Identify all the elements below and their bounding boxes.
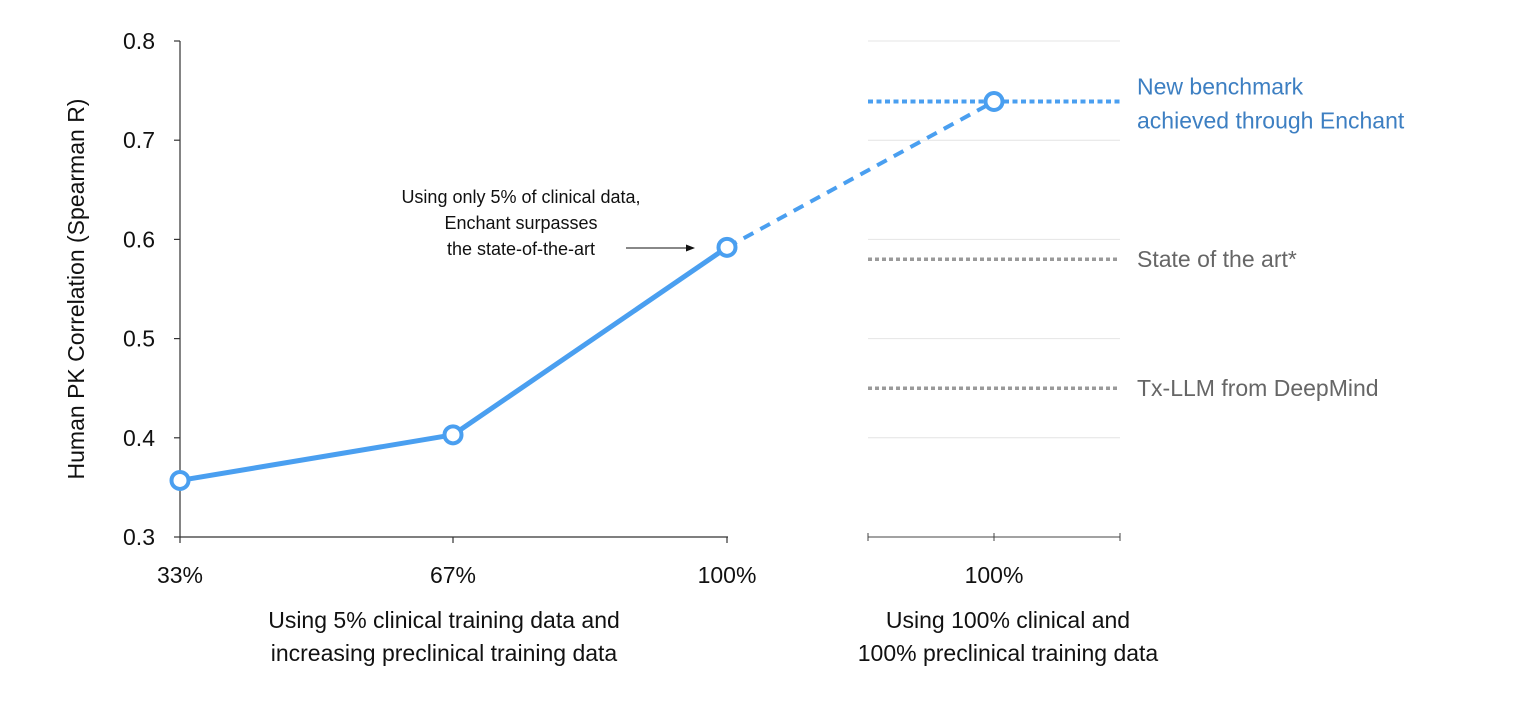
x-tick-label: 100% — [965, 562, 1024, 588]
annotation-line: the state-of-the-art — [447, 239, 595, 259]
y-tick-label: 0.3 — [123, 524, 155, 550]
data-point — [442, 424, 464, 446]
axes — [174, 40, 1121, 543]
y-tick-label: 0.5 — [123, 326, 155, 352]
axis-titles: Human PK Correlation (Spearman R) Using 5… — [63, 99, 1158, 666]
x-tick-label: 100% — [698, 562, 757, 588]
series-extension-line — [726, 99, 995, 250]
y-tick-label: 0.4 — [123, 425, 155, 451]
data-point — [169, 469, 191, 491]
right-panel-gridlines — [868, 40, 1120, 439]
x-tick-label: 67% — [430, 562, 476, 588]
tick-labels: 0.3 0.4 0.5 0.6 0.7 0.8 33% 67% 100% 100% — [123, 28, 1023, 588]
group-title-left: Using 5% clinical training data and — [268, 607, 620, 633]
group-title-right: 100% preclinical training data — [858, 640, 1159, 666]
series-line — [177, 244, 730, 483]
group-title-right: Using 100% clinical and — [886, 607, 1130, 633]
y-tick-label: 0.7 — [123, 127, 155, 153]
data-point — [716, 236, 738, 258]
data-point — [983, 91, 1005, 113]
y-tick-label: 0.8 — [123, 28, 155, 54]
reference-label: New benchmark — [1137, 74, 1304, 100]
reference-label: State of the art* — [1137, 246, 1297, 272]
reference-label: Tx-LLM from DeepMind — [1137, 375, 1379, 401]
series-enchant — [169, 91, 1005, 491]
y-tick-label: 0.6 — [123, 226, 155, 252]
reference-lines: New benchmark achieved through Enchant Sta… — [868, 74, 1405, 401]
group-title-left: increasing preclinical training data — [271, 640, 618, 666]
x-tick-label: 33% — [157, 562, 203, 588]
annotation: Using only 5% of clinical data, Enchant s… — [401, 187, 695, 259]
annotation-line: Using only 5% of clinical data, — [401, 187, 640, 207]
y-axis-title: Human PK Correlation (Spearman R) — [63, 99, 89, 480]
reference-label: achieved through Enchant — [1137, 108, 1405, 134]
annotation-line: Enchant surpasses — [444, 213, 597, 233]
annotation-arrowhead — [686, 244, 695, 252]
